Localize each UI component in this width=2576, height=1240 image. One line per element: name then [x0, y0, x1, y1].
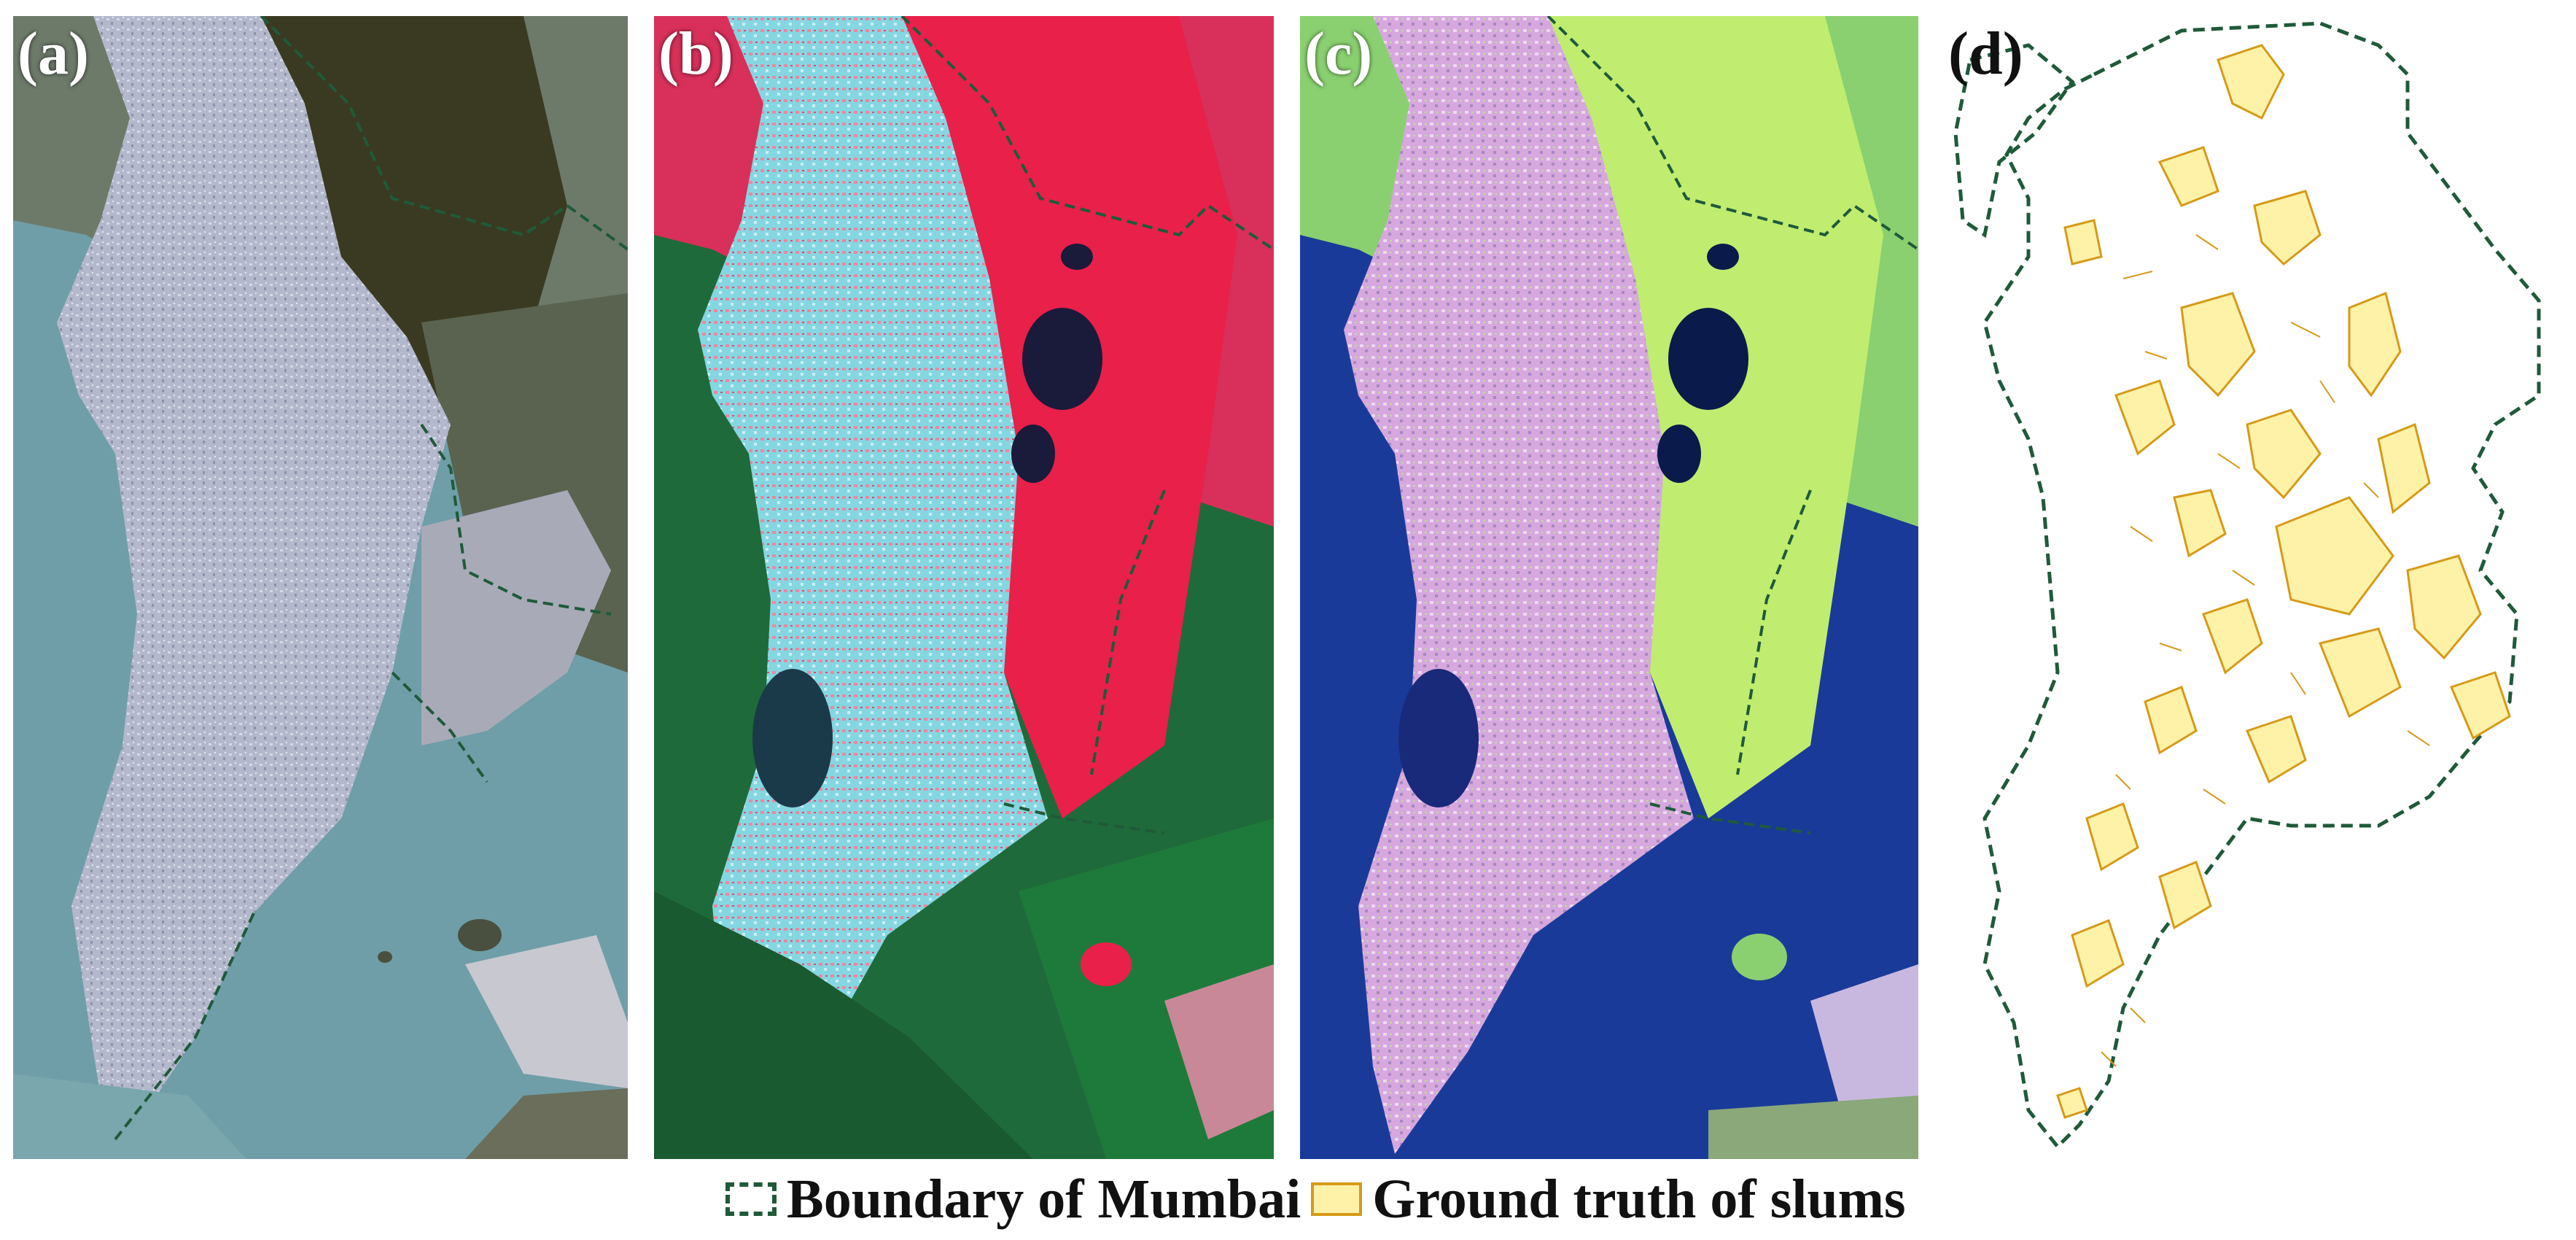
mumbai-boundary-outline: [1982, 21, 2541, 1150]
panel-a-true-color: (a): [13, 16, 628, 1159]
boundary-swatch: [725, 1182, 777, 1216]
slum-polygons: [2056, 44, 2511, 1119]
legend-slums-label: Ground truth of slums: [1372, 1168, 1906, 1230]
legend-boundary-label: Boundary of Mumbai: [787, 1168, 1301, 1230]
panel-c-false-color: (c): [1300, 16, 1918, 1159]
legend: Boundary of Mumbai Ground truth of slums: [725, 1163, 1916, 1236]
panel-d-slum-map: (d): [1941, 16, 2562, 1159]
legend-item-slums: Ground truth of slums: [1311, 1168, 1906, 1231]
slum-small-polygons: [2101, 234, 2430, 1067]
panel-label-d: (d): [1948, 20, 2023, 88]
panel-label-c: (c): [1304, 20, 1373, 88]
satellite-image-a: [13, 16, 628, 1159]
slum-map-d: [1953, 21, 2541, 1150]
panel-label-b: (b): [658, 20, 734, 88]
slums-swatch: [1311, 1182, 1363, 1216]
satellite-image-c: [1300, 16, 1918, 1159]
satellite-image-b: [654, 16, 1274, 1159]
legend-item-boundary: Boundary of Mumbai: [725, 1168, 1301, 1231]
panel-b-false-color: (b): [654, 16, 1274, 1159]
panel-label-a: (a): [17, 20, 89, 88]
